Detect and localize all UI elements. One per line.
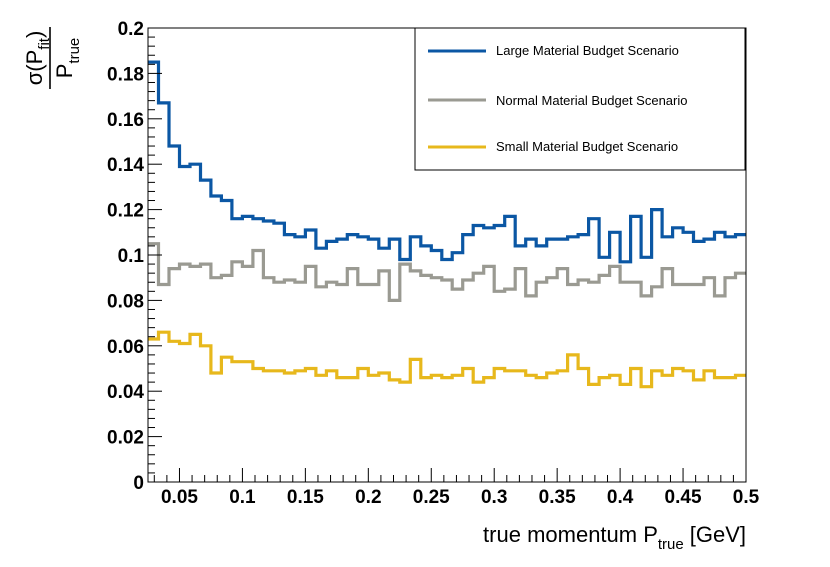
y-tick-label: 0.06: [107, 337, 144, 358]
y-axis-title-num-close: ): [22, 31, 47, 38]
y-axis-title-num-sub: fit: [36, 37, 53, 50]
y-tick-label: 0: [133, 473, 144, 494]
x-tick-label: 0.05: [161, 487, 198, 508]
series-line-1: [148, 242, 746, 302]
y-tick-label: 0.08: [107, 291, 144, 312]
x-tick-label: 0.25: [413, 487, 450, 508]
legend-entry-normal: Normal Material Budget Scenario: [428, 93, 687, 108]
x-axis-title: true momentum Ptrue [GeV]: [483, 522, 746, 553]
y-axis-title-denominator: Ptrue: [52, 38, 83, 79]
y-tick-label: 0.14: [107, 155, 144, 176]
y-axis-title-den-sub: true: [66, 38, 83, 64]
series-line-0: [148, 60, 746, 264]
y-axis-tick-labels: 0 0.02 0.04 0.06 0.08 0.1 0.12 0.14 0.16 0.18 0.2: [107, 19, 144, 494]
y-tick-label: 0.2: [118, 19, 144, 40]
legend-label-small: Small Material Budget Scenario: [496, 139, 678, 154]
legend-label-large: Large Material Budget Scenario: [496, 43, 679, 58]
x-tick-label: 0.5: [733, 487, 760, 508]
y-tick-label: 0.02: [107, 428, 144, 449]
x-tick-label: 0.15: [287, 487, 324, 508]
legend: Large Material Budget Scenario Normal Ma…: [414, 27, 746, 171]
x-tick-label: 0.2: [355, 487, 381, 508]
y-axis-title-num-main: σ(P: [22, 50, 47, 86]
legend-label-normal: Normal Material Budget Scenario: [496, 93, 687, 108]
x-tick-label: 0.45: [665, 487, 702, 508]
y-tick-label: 0.16: [107, 110, 144, 131]
x-tick-label: 0.3: [481, 487, 507, 508]
y-tick-label: 0.18: [107, 64, 144, 85]
legend-entry-large: Large Material Budget Scenario: [428, 43, 679, 58]
x-axis-title-sub: true: [658, 536, 684, 553]
x-axis-title-main: true momentum P: [483, 522, 658, 547]
y-axis-title-den-main: P: [52, 64, 77, 79]
y-tick-label: 0.12: [107, 201, 144, 222]
x-axis-tick-labels: 0.05 0.1 0.15 0.2 0.25 0.3 0.35 0.4 0.45 0.5: [161, 487, 760, 508]
x-tick-label: 0.4: [607, 487, 634, 508]
x-tick-label: 0.35: [539, 487, 576, 508]
series-line-2: [148, 330, 746, 389]
y-axis-title-numerator: σ(Pfit): [22, 31, 53, 86]
y-tick-label: 0.04: [107, 382, 144, 403]
y-axis-title: σ(Pfit) Ptrue: [22, 27, 83, 89]
x-axis-ticks: [153, 468, 747, 482]
legend-entry-small: Small Material Budget Scenario: [428, 139, 678, 154]
x-axis-title-unit: [GeV]: [690, 522, 746, 547]
y-axis-ticks: [148, 27, 162, 483]
y-tick-label: 0.1: [118, 246, 145, 267]
x-tick-label: 0.1: [229, 487, 256, 508]
series-layer: [148, 60, 746, 389]
